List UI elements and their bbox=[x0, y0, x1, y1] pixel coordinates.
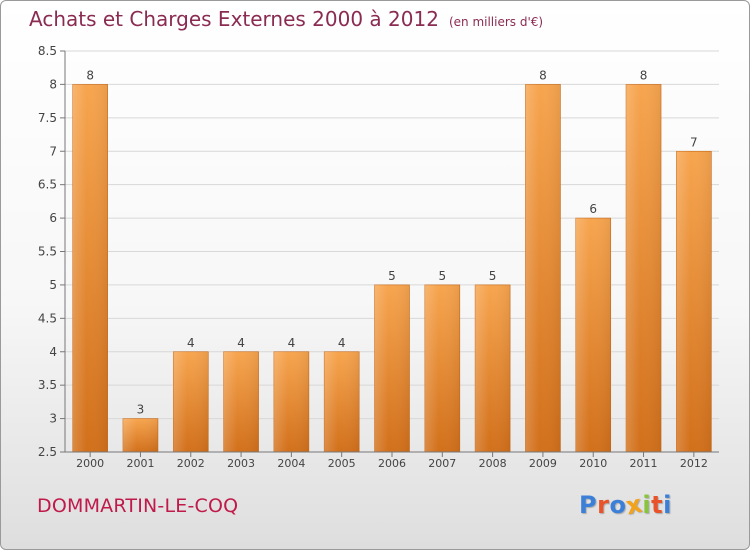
bar-shine bbox=[626, 84, 662, 453]
brand-letter: P bbox=[579, 491, 598, 519]
x-tick-label: 2002 bbox=[177, 457, 205, 470]
bar-shine bbox=[324, 351, 360, 452]
brand-letter: i bbox=[642, 491, 652, 519]
bar-shine bbox=[525, 84, 561, 453]
data-label: 4 bbox=[288, 336, 296, 350]
y-tick-label: 4.5 bbox=[38, 311, 57, 325]
y-tick-label: 3.5 bbox=[38, 378, 57, 392]
y-tick-label: 3 bbox=[49, 412, 57, 426]
x-tick-label: 2003 bbox=[227, 457, 255, 470]
unit-label: (en milliers d'€) bbox=[448, 15, 544, 29]
bar-shine bbox=[223, 351, 259, 452]
y-tick-label: 5.5 bbox=[38, 245, 57, 259]
bar-shine bbox=[122, 418, 158, 452]
x-tick-label: 2009 bbox=[529, 457, 557, 470]
x-tick-label: 2008 bbox=[479, 457, 507, 470]
y-tick-label: 7 bbox=[49, 144, 57, 158]
x-axis: 2000 2001 2002 2003 2004 2005 2006 2007 2008 2009… bbox=[65, 451, 719, 470]
bar-shine bbox=[676, 151, 712, 452]
x-tick-label: 2001 bbox=[126, 457, 154, 470]
x-tick-label: 2005 bbox=[328, 457, 356, 470]
y-tick-label: 6 bbox=[49, 211, 57, 225]
data-label: 8 bbox=[640, 68, 648, 82]
brand-letter: o bbox=[609, 491, 627, 519]
x-tick-label: 2007 bbox=[428, 457, 456, 470]
proxiti-logo: Proxiti bbox=[579, 490, 672, 521]
data-label: 5 bbox=[438, 269, 446, 283]
brand-letter: i bbox=[663, 491, 672, 519]
brand-letter: r bbox=[597, 491, 610, 519]
y-tick-label: 8.5 bbox=[38, 44, 57, 58]
y-axis: 2.5 3 3.5 4 4.5 5 5.5 6 6.5 7 7.5 8 8.5 bbox=[38, 44, 66, 459]
data-label: 5 bbox=[388, 269, 396, 283]
chart-title: Achats et Charges Externes 2000 à 2012 (e… bbox=[29, 7, 543, 31]
x-tick-label: 2000 bbox=[76, 457, 104, 470]
data-label: 3 bbox=[137, 403, 145, 417]
y-tick-label: 6.5 bbox=[38, 178, 57, 192]
data-label: 7 bbox=[690, 135, 698, 149]
title-text: Achats et Charges Externes 2000 à 2012 bbox=[29, 7, 439, 31]
data-label: 4 bbox=[338, 336, 346, 350]
data-label: 8 bbox=[86, 68, 94, 82]
brand-letter: t bbox=[651, 491, 664, 519]
x-tick-label: 2012 bbox=[680, 457, 708, 470]
y-tick-label: 2.5 bbox=[38, 445, 57, 459]
bar-shine bbox=[424, 284, 460, 452]
commune-name: DOMMARTIN-LE-COQ bbox=[37, 495, 239, 517]
x-tick-label: 2010 bbox=[579, 457, 607, 470]
y-tick-label: 5 bbox=[49, 278, 57, 292]
data-labels: 8 3 4 4 4 4 5 5 5 8 6 8 7 bbox=[86, 68, 697, 416]
bar-shine bbox=[575, 218, 611, 452]
y-tick-label: 8 bbox=[49, 77, 57, 91]
bar-shine bbox=[173, 351, 209, 452]
bars bbox=[72, 84, 712, 453]
data-label: 4 bbox=[237, 336, 245, 350]
bar-shine bbox=[374, 284, 410, 452]
x-tick-label: 2011 bbox=[630, 457, 658, 470]
bar-shine bbox=[273, 351, 309, 452]
bar-shine bbox=[475, 284, 511, 452]
x-tick-label: 2004 bbox=[277, 457, 305, 470]
data-label: 4 bbox=[187, 336, 195, 350]
y-tick-label: 7.5 bbox=[38, 111, 57, 125]
data-label: 5 bbox=[489, 269, 497, 283]
bar-shine bbox=[72, 84, 108, 453]
y-tick-label: 4 bbox=[49, 345, 57, 359]
x-tick-label: 2006 bbox=[378, 457, 406, 470]
data-label: 6 bbox=[589, 202, 597, 216]
data-label: 8 bbox=[539, 68, 547, 82]
